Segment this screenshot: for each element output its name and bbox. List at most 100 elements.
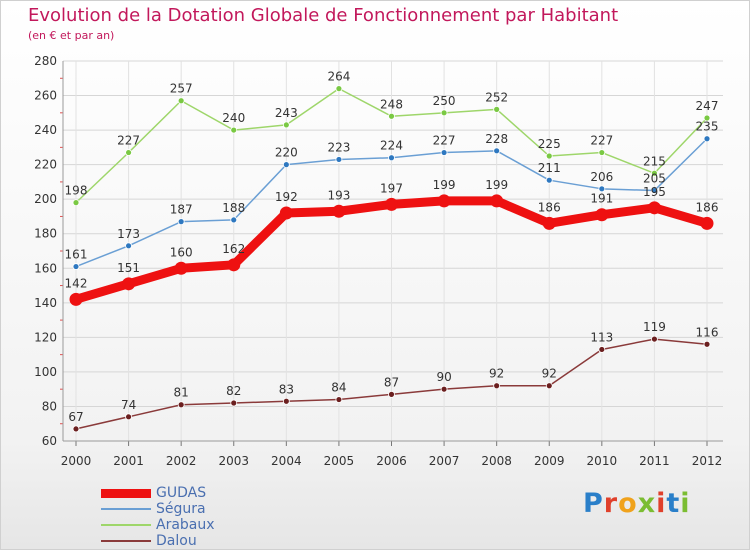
x-axis-ticks: 2000 2001 2002 2003 2004 2005 2006 2007 2008 2009… <box>61 454 723 468</box>
data-label-segura: 187 <box>170 203 193 217</box>
data-label-segura: 224 <box>380 139 403 153</box>
y-tick-label: 240 <box>34 123 57 137</box>
data-label-gudas: 197 <box>380 181 403 195</box>
data-label-arabaux: 257 <box>170 82 193 96</box>
point-arabaux <box>282 121 290 129</box>
data-label-dalou: 83 <box>279 382 294 396</box>
y-tick-label: 280 <box>34 54 57 68</box>
point-dalou <box>545 382 553 390</box>
y-tick-label: 160 <box>34 261 57 275</box>
data-label-dalou: 84 <box>331 381 346 395</box>
data-label-dalou: 92 <box>489 367 504 381</box>
x-tick-label: 2002 <box>166 454 197 468</box>
point-gudas <box>122 277 136 291</box>
data-label-arabaux: 243 <box>275 106 298 120</box>
data-label-segura: 188 <box>222 201 245 215</box>
x-tick-label: 2001 <box>113 454 144 468</box>
data-label-arabaux: 227 <box>590 134 613 148</box>
legend-swatch-arabaux <box>101 524 151 526</box>
x-tick-label: 2011 <box>639 454 670 468</box>
data-label-arabaux: 264 <box>327 70 350 84</box>
data-label-segura: 205 <box>643 172 666 186</box>
point-dalou <box>703 340 711 348</box>
data-label-arabaux: 227 <box>117 134 140 148</box>
logo-letter: t <box>666 488 681 519</box>
data-label-gudas: 191 <box>590 192 613 206</box>
data-label-gudas: 199 <box>433 178 456 192</box>
point-gudas <box>385 197 398 211</box>
y-tick-label: 200 <box>34 192 57 206</box>
data-label-dalou: 81 <box>174 386 189 400</box>
data-label-segura: 235 <box>696 120 719 134</box>
y-tick-label: 100 <box>34 365 57 379</box>
point-arabaux <box>545 152 553 160</box>
point-gudas <box>437 194 451 208</box>
point-arabaux <box>598 149 606 156</box>
point-dalou <box>388 390 395 398</box>
y-tick-label: 120 <box>34 330 57 344</box>
data-label-gudas: 199 <box>485 178 508 192</box>
point-dalou <box>282 397 290 405</box>
series-lines <box>69 85 714 433</box>
point-gudas <box>595 208 609 222</box>
legend-label-gudas: GUDAS <box>156 485 207 501</box>
point-dalou <box>440 385 448 393</box>
point-gudas <box>279 206 293 220</box>
y-tick-label: 80 <box>42 399 57 413</box>
data-label-segura: 211 <box>538 161 561 175</box>
data-label-gudas: 151 <box>117 261 140 275</box>
point-arabaux <box>493 105 501 113</box>
point-dalou <box>177 401 185 409</box>
data-label-gudas: 195 <box>643 185 666 199</box>
point-arabaux <box>388 112 395 120</box>
y-axis-ticks: 60 80 100 120 140 160 180 200 220 240 260 280 <box>34 54 57 448</box>
point-arabaux <box>72 199 80 207</box>
y-tick-label: 180 <box>34 227 57 241</box>
data-label-dalou: 113 <box>590 330 613 344</box>
data-labels: 142 151 160 162 192 193 197 199 199 186 191 195 186 1… <box>65 70 719 424</box>
data-label-dalou: 119 <box>643 320 666 334</box>
data-label-gudas: 160 <box>170 245 193 259</box>
data-label-dalou: 90 <box>436 370 451 384</box>
proxiti-logo: Proxiti <box>583 488 691 519</box>
data-label-gudas: 193 <box>327 188 350 202</box>
data-label-gudas: 192 <box>275 190 298 204</box>
x-tick-label: 2006 <box>376 454 407 468</box>
point-segura <box>230 216 238 224</box>
x-tick-label: 2010 <box>587 454 618 468</box>
point-gudas <box>700 216 714 230</box>
point-segura <box>177 218 185 226</box>
data-label-segura: 220 <box>275 146 298 160</box>
point-dalou <box>335 396 343 403</box>
data-label-dalou: 92 <box>542 367 557 381</box>
point-segura <box>545 176 553 184</box>
data-label-arabaux: 250 <box>433 94 456 108</box>
legend-label-segura: Ségura <box>156 501 206 517</box>
y-tick-label: 60 <box>42 434 57 448</box>
x-tick-label: 2005 <box>324 454 355 468</box>
logo-letter: P <box>583 488 604 519</box>
point-segura <box>72 263 80 270</box>
data-label-gudas: 186 <box>696 200 719 214</box>
point-segura <box>703 135 711 143</box>
x-tick-label: 2003 <box>218 454 249 468</box>
logo-letter: x <box>637 488 657 519</box>
logo-letter: o <box>618 488 638 519</box>
point-dalou <box>230 399 238 407</box>
point-arabaux <box>177 97 185 105</box>
data-label-segura: 161 <box>65 248 88 262</box>
data-label-segura: 228 <box>485 132 508 146</box>
legend-label-dalou: Dalou <box>156 533 197 549</box>
data-label-arabaux: 247 <box>696 99 719 113</box>
point-arabaux <box>440 109 448 117</box>
point-gudas <box>490 194 504 208</box>
data-label-dalou: 67 <box>68 410 83 424</box>
point-gudas <box>647 201 661 215</box>
logo-letter: r <box>603 488 619 519</box>
point-arabaux <box>230 126 238 134</box>
point-dalou <box>493 382 501 390</box>
point-segura <box>125 242 132 250</box>
data-label-dalou: 74 <box>121 398 136 412</box>
x-tick-label: 2009 <box>534 454 565 468</box>
